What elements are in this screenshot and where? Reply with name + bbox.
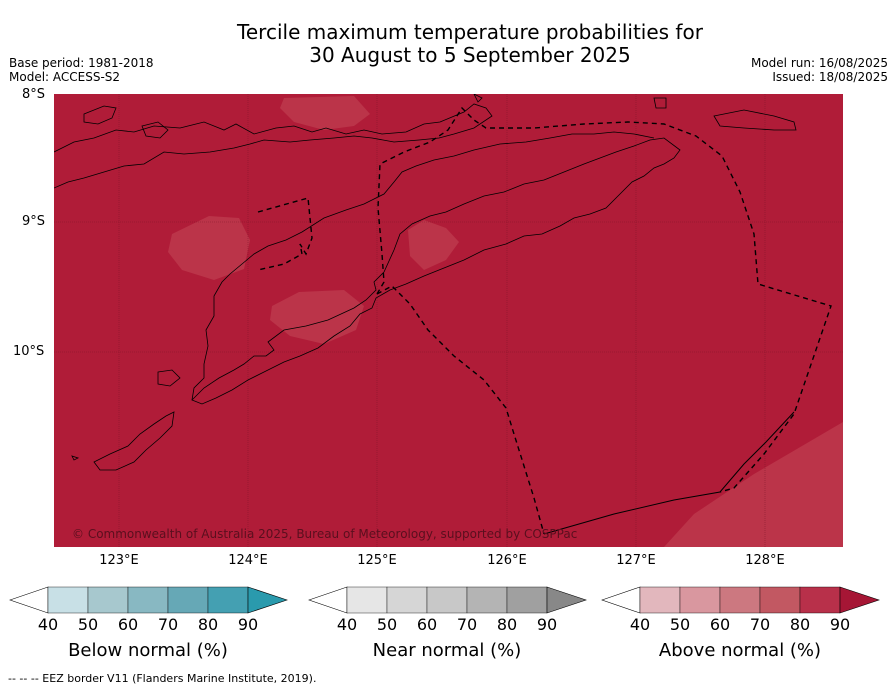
above-normal-label: Above normal (%) xyxy=(658,640,822,661)
map-background-fill xyxy=(54,94,843,547)
lon-label-124e: 124°E xyxy=(228,553,268,568)
below-tick-70: 70 xyxy=(157,615,179,634)
eez-border-south xyxy=(543,411,795,535)
near-tick-80: 80 xyxy=(496,615,518,634)
eez-footnote: -- -- -- EEZ border V11 (Flanders Marine… xyxy=(8,672,317,685)
above-tick-50: 50 xyxy=(669,615,691,634)
above-tick-80: 80 xyxy=(789,615,811,634)
colorbar-below-normal xyxy=(9,586,288,614)
colorbars xyxy=(9,586,880,614)
model-run: Model run: 16/08/2025 xyxy=(750,56,888,70)
model-name: Model: ACCESS-S2 xyxy=(9,70,121,84)
above-tick-90: 90 xyxy=(829,615,851,634)
lon-label-126e: 126°E xyxy=(487,553,527,568)
lon-label-128e: 128°E xyxy=(745,553,785,568)
lat-label-8s: 8°S xyxy=(22,87,46,102)
colorbar-near-normal xyxy=(308,586,587,614)
lower-probability-patches xyxy=(168,96,843,547)
issued-date: Issued: 18/08/2025 xyxy=(772,70,888,84)
above-tick-70: 70 xyxy=(749,615,771,634)
probability-map: © Commonwealth of Australia 2025, Bureau… xyxy=(54,94,843,547)
coastlines xyxy=(54,94,797,471)
near-tick-70: 70 xyxy=(456,615,478,634)
lon-label-127e: 127°E xyxy=(616,553,656,568)
chart-title-line2: 30 August to 5 September 2025 xyxy=(309,43,631,67)
chart-title-line1: Tercile maximum temperature probabilitie… xyxy=(237,20,703,44)
near-tick-90: 90 xyxy=(536,615,558,634)
below-tick-90: 90 xyxy=(237,615,259,634)
lat-label-9s: 9°S xyxy=(22,214,46,229)
below-tick-50: 50 xyxy=(77,615,99,634)
graticule xyxy=(54,94,843,547)
near-normal-label: Near normal (%) xyxy=(372,640,522,661)
colorbar-above-normal xyxy=(601,586,880,614)
below-normal-label: Below normal (%) xyxy=(68,640,228,661)
above-tick-60: 60 xyxy=(709,615,731,634)
near-tick-50: 50 xyxy=(376,615,398,634)
lon-label-125e: 125°E xyxy=(357,553,397,568)
below-tick-60: 60 xyxy=(117,615,139,634)
near-tick-40: 40 xyxy=(336,615,358,634)
lat-label-10s: 10°S xyxy=(13,344,45,359)
copyright-notice: © Commonwealth of Australia 2025, Bureau… xyxy=(72,527,577,541)
lon-label-123e: 123°E xyxy=(99,553,139,568)
near-tick-60: 60 xyxy=(416,615,438,634)
eez-border xyxy=(257,106,832,535)
below-tick-80: 80 xyxy=(197,615,219,634)
base-period: Base period: 1981-2018 xyxy=(9,56,154,70)
below-tick-40: 40 xyxy=(37,615,59,634)
above-tick-40: 40 xyxy=(629,615,651,634)
